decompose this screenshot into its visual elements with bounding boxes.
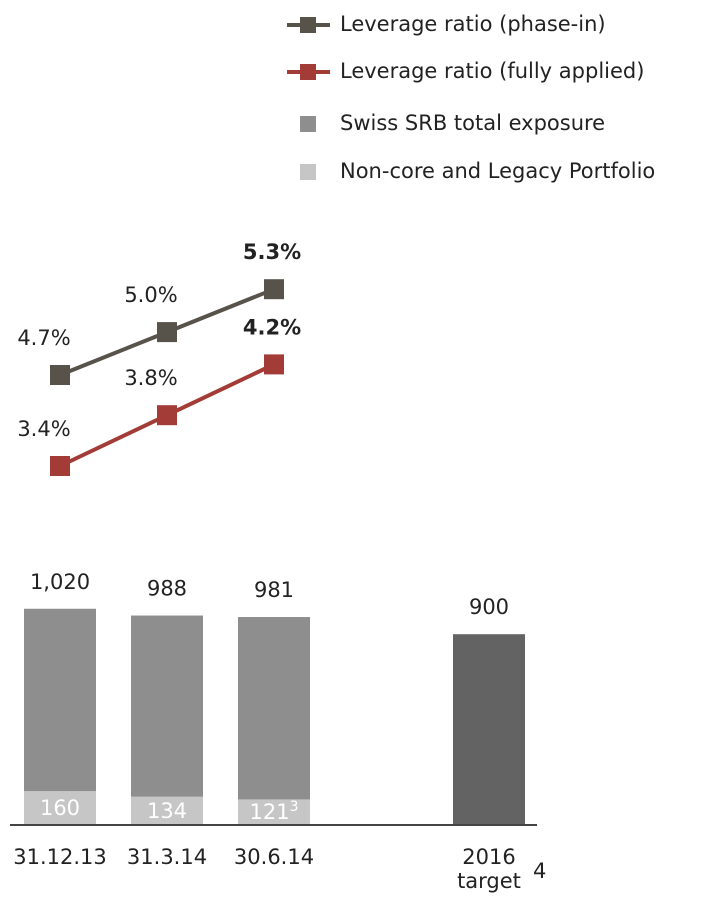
segment-label-value: 134: [147, 799, 187, 823]
footnote: 3: [290, 799, 299, 815]
bar-label: 900: [469, 595, 509, 619]
bar-label: 981: [254, 578, 294, 602]
line-marker: [50, 365, 70, 385]
data-label: 5.0%: [124, 283, 177, 307]
bar-segment: [131, 796, 203, 825]
line-marker: [264, 354, 284, 375]
bar: [131, 615, 203, 825]
footnote: 4: [533, 859, 546, 883]
line-marker: [50, 456, 70, 476]
legend-marker: [300, 64, 316, 80]
bar: [453, 634, 525, 825]
legend-swatch: [300, 164, 316, 180]
legend-label: Swiss SRB total exposure: [340, 111, 605, 135]
data-label: 4.7%: [17, 326, 70, 350]
bar-segment: [24, 791, 96, 825]
x-tick-label: 31.3.14: [127, 845, 207, 869]
bar-segment: [238, 799, 310, 825]
line-marker: [157, 405, 177, 426]
legend-label: Non-core and Legacy Portfolio: [340, 159, 655, 183]
x-tick-label: 30.6.14: [234, 845, 314, 869]
bar-label: 1,020: [30, 570, 90, 594]
bar-label: 988: [147, 577, 187, 601]
segment-label-value: 121: [249, 800, 289, 824]
segment-label: 134: [147, 799, 187, 823]
legend-swatch: [300, 116, 316, 132]
data-label: 5.3%: [243, 240, 301, 264]
line-marker: [264, 279, 284, 300]
bar: [24, 608, 96, 825]
legend-label: Leverage ratio (fully applied): [340, 59, 644, 83]
data-label: 3.8%: [124, 366, 177, 390]
line-marker: [157, 322, 177, 343]
data-label: 4.2%: [243, 315, 301, 339]
x-tick-label: 31.12.13: [13, 845, 107, 869]
x-tick-label: 2016 target: [457, 845, 521, 893]
data-label: 3.4%: [17, 417, 70, 441]
x-tick-label-line: 2016: [462, 845, 515, 869]
segment-label: 1213: [249, 799, 298, 824]
x-tick-label-line: target: [457, 869, 521, 893]
legend-marker: [300, 17, 316, 33]
legend-label: Leverage ratio (phase-in): [340, 12, 606, 36]
bar: [238, 617, 310, 825]
segment-label-value: 160: [40, 796, 80, 820]
segment-label: 160: [40, 796, 80, 820]
